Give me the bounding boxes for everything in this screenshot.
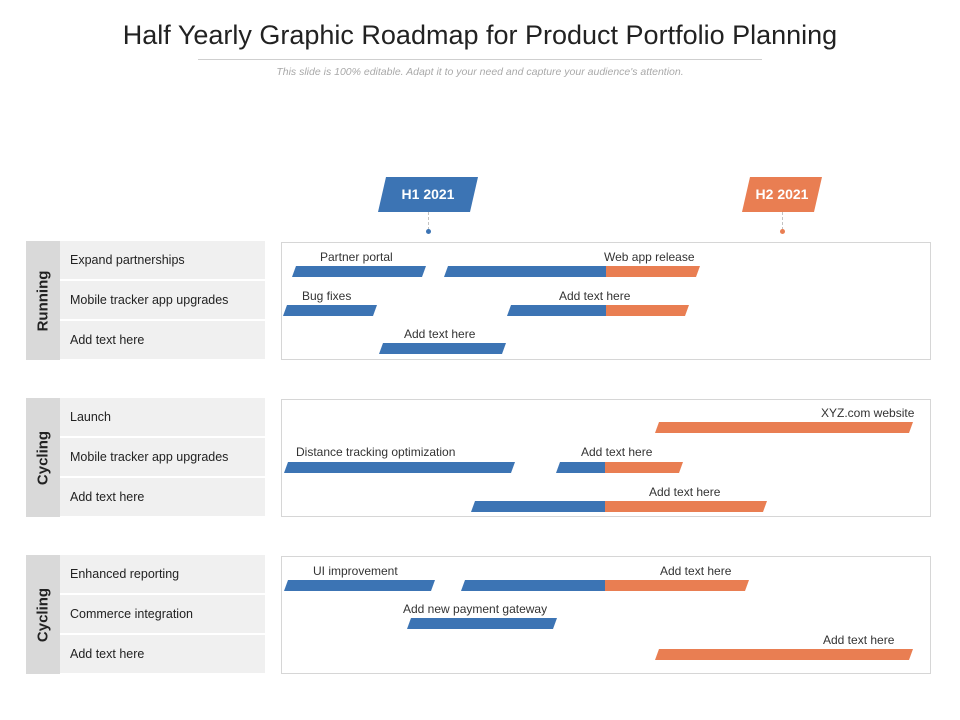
group-name: Cycling <box>34 430 52 485</box>
group-name: Running <box>34 270 52 331</box>
row-label: Mobile tracker app upgrades <box>60 438 265 476</box>
task-label: Add text here <box>823 633 895 647</box>
task-bar-ui-improvement <box>284 580 435 591</box>
group-side-label: Cycling <box>26 555 60 674</box>
task-label: Add text here <box>649 485 721 499</box>
task-label: Add new payment gateway <box>403 602 548 616</box>
row-label: Launch <box>60 398 265 436</box>
task-bar-add-text <box>556 462 683 473</box>
h2-parallelogram <box>742 177 822 212</box>
group-cycling-2: Cycling Enhanced reporting Commerce inte… <box>26 555 931 674</box>
h1-connector <box>428 212 429 230</box>
task-bar-bug-fixes <box>283 305 377 316</box>
task-bar-add-text <box>379 343 506 354</box>
group-name: Cycling <box>34 587 52 642</box>
period-h1-badge: H1 2021 <box>378 177 478 212</box>
task-bar-add-text <box>461 580 749 591</box>
task-bar-partner-portal <box>292 266 426 277</box>
task-bar-web-app-release <box>444 266 700 277</box>
task-bar-add-text <box>655 649 913 660</box>
task-bar-add-text <box>471 501 767 512</box>
group-side-label: Running <box>26 241 60 360</box>
task-label: Partner portal <box>320 250 393 264</box>
timeline-panel <box>281 399 931 517</box>
row-label: Add text here <box>60 635 265 673</box>
h1-parallelogram <box>378 177 478 212</box>
row-label: Expand partnerships <box>60 241 265 279</box>
task-label: Add text here <box>660 564 732 578</box>
task-label: XYZ.com website <box>821 406 915 420</box>
task-label: Add text here <box>581 445 653 459</box>
group-side-label: Cycling <box>26 398 60 517</box>
period-h2-badge: H2 2021 <box>742 177 822 212</box>
h2-connector <box>782 212 783 230</box>
task-bar-xyz-website <box>655 422 913 433</box>
group-cycling-1: Cycling Launch Mobile tracker app upgrad… <box>26 398 931 517</box>
row-label: Mobile tracker app upgrades <box>60 281 265 319</box>
task-label: Add text here <box>404 327 476 341</box>
page-title: Half Yearly Graphic Roadmap for Product … <box>122 20 838 50</box>
row-label: Enhanced reporting <box>60 555 265 593</box>
page-subtitle: This slide is 100% editable. Adapt it to… <box>276 66 684 78</box>
row-label: Add text here <box>60 321 265 359</box>
task-label: Add text here <box>559 289 631 303</box>
period-h1-label: H1 2021 <box>401 186 455 202</box>
title-divider <box>198 59 762 60</box>
task-label: UI improvement <box>313 564 398 578</box>
period-h2-label: H2 2021 <box>755 186 809 202</box>
task-bar-payment-gateway <box>407 618 557 629</box>
h2-dot <box>780 229 785 234</box>
h1-dot <box>426 229 431 234</box>
task-bar-distance-tracking <box>284 462 515 473</box>
row-label: Commerce integration <box>60 595 265 633</box>
task-label: Web app release <box>604 250 695 264</box>
row-label: Add text here <box>60 478 265 516</box>
task-label: Distance tracking optimization <box>296 445 456 459</box>
group-running: Running Expand partnerships Mobile track… <box>26 241 931 360</box>
task-bar-add-text <box>507 305 689 316</box>
timeline-panel <box>281 242 931 360</box>
task-label: Bug fixes <box>302 289 352 303</box>
